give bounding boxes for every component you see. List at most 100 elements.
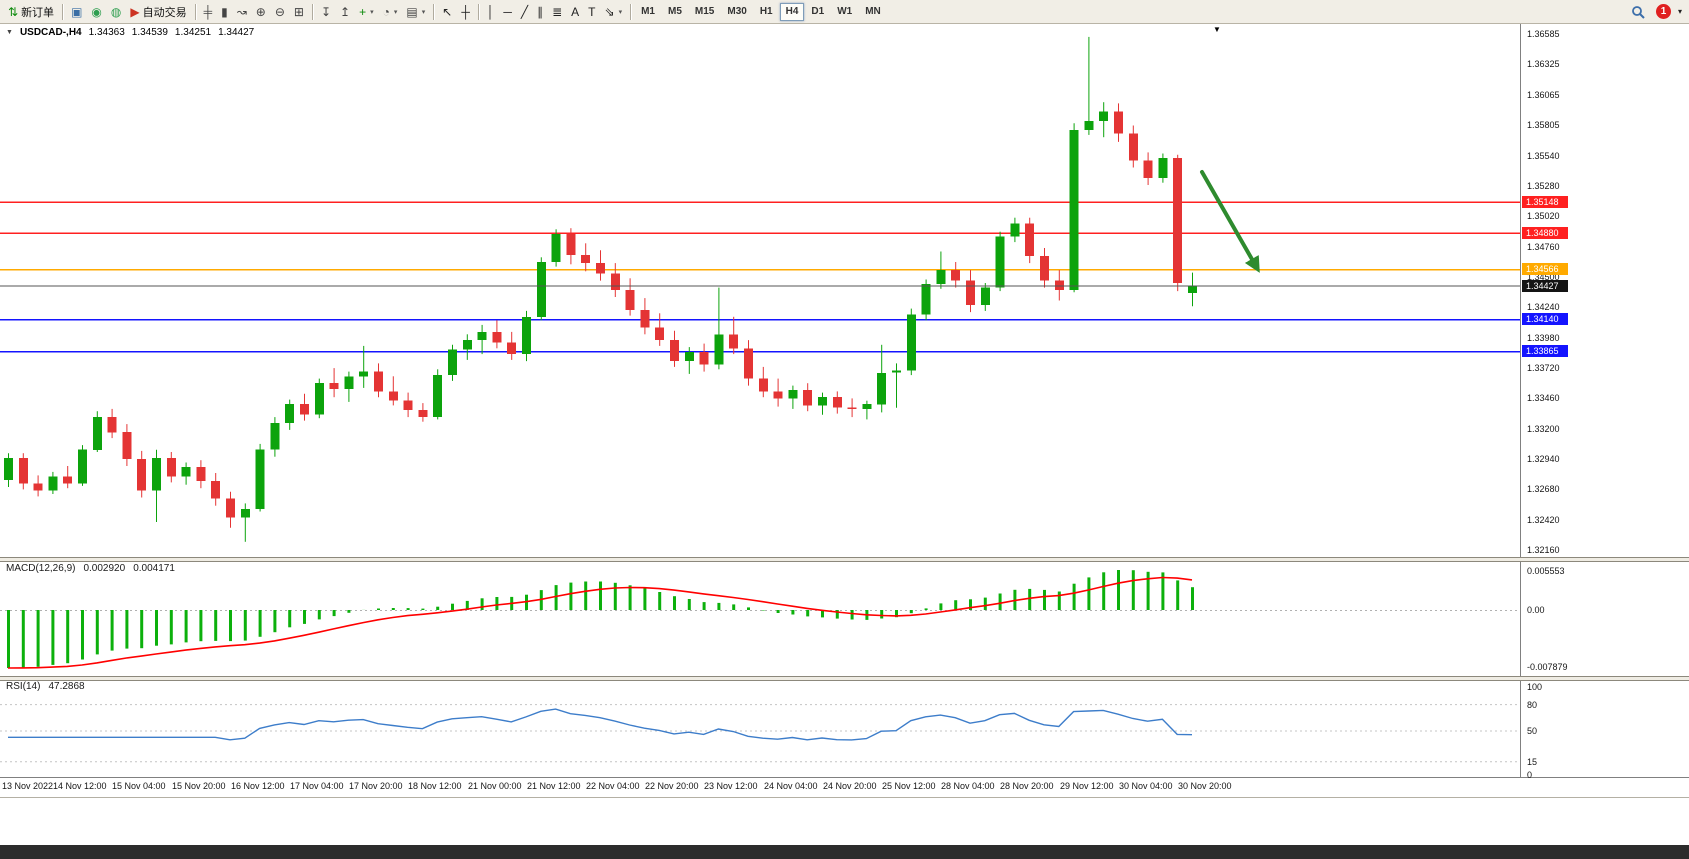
chevron-down-icon: ▾ xyxy=(421,8,426,16)
arrow-tools-icon: ⇘ xyxy=(604,4,615,19)
rsi-value: 47.2868 xyxy=(48,681,85,692)
new-order-icon: ⇅ xyxy=(8,4,19,19)
fibonacci-button[interactable]: ≣ xyxy=(548,2,566,22)
horizontal-line-button[interactable]: ─ xyxy=(499,2,516,22)
rsi-label: RSI(14) 47.2868 xyxy=(6,681,85,692)
taskbar xyxy=(0,845,1689,859)
macd-value: 0.002920 xyxy=(83,563,126,574)
time-axis-border xyxy=(0,777,1689,778)
tile-windows-icon: ⊞ xyxy=(293,4,304,19)
chevron-down-icon: ▾ xyxy=(618,8,623,16)
text-button[interactable]: A xyxy=(567,2,583,22)
timeframe-w1-button[interactable]: W1 xyxy=(831,3,858,21)
timeframe-d1-button[interactable]: D1 xyxy=(805,3,830,21)
channel-icon: ∥ xyxy=(537,4,544,19)
indicators-up-icon: ↥ xyxy=(340,4,351,19)
timeframe-m15-button[interactable]: M15 xyxy=(689,3,720,21)
cursor-icon: ↖ xyxy=(442,4,453,19)
panel-separator-macd[interactable] xyxy=(0,557,1689,562)
chevron-down-icon: ▾ xyxy=(393,8,398,16)
bar-chart-type-button[interactable]: ╪ xyxy=(200,2,217,22)
templates-button[interactable]: ▤ ▾ xyxy=(402,2,429,22)
auto-trading-button-label: 自动交易 xyxy=(142,6,187,19)
strategy-tester-button[interactable]: ◍ xyxy=(107,2,125,22)
timeframe-h4-button[interactable]: H4 xyxy=(779,2,805,21)
trendline-button[interactable]: ╱ xyxy=(517,2,532,22)
vertical-line-icon: │ xyxy=(486,4,495,19)
profiles-button[interactable]: ◉ xyxy=(87,2,105,22)
toolbar-separator xyxy=(630,3,632,20)
timeframe-m30-button[interactable]: M30 xyxy=(721,3,752,21)
chevron-down-icon: ▾ xyxy=(370,8,374,16)
new-chart-button[interactable]: ▣ xyxy=(67,2,86,22)
toolbar: ⇅ 新订单 ▣ ◉ ◍ ▶ 自动交易 ╪ ▮ ↝ ⊕ ⊖ ⊞ ↧ ↥ + ▾ ◔ ▾ ▤ ▾ ↖ ┼ │ ─ ╱ ∥ ≣ A T ⇘ ▾ M1… xyxy=(0,0,1689,24)
indicators-main-button[interactable]: ↥ xyxy=(336,2,354,22)
candlestick-chart-icon: ▮ xyxy=(221,4,228,19)
text-icon: A xyxy=(571,4,580,19)
auto-trading-icon: ▶ xyxy=(130,4,140,19)
cursor-button[interactable]: ↖ xyxy=(438,2,456,22)
timeframe-m5-button[interactable]: M5 xyxy=(662,3,688,21)
arrow-tools-button[interactable]: ⇘ ▾ xyxy=(601,2,627,22)
zoom-out-button[interactable]: ⊖ xyxy=(271,2,289,22)
zoom-in-icon: ⊕ xyxy=(255,4,266,19)
chart-low-value: 1.34251 xyxy=(174,27,212,38)
new-order-button[interactable]: ⇅ 新订单 xyxy=(4,2,58,22)
toolbar-separator xyxy=(433,3,435,20)
panel-separator-rsi[interactable] xyxy=(0,676,1689,681)
collapse-chart-icon[interactable]: ▼ xyxy=(6,29,13,36)
timeframe-m1-button[interactable]: M1 xyxy=(635,3,661,21)
rsi-name: RSI(14) xyxy=(6,681,41,692)
new-order-button-label: 新订单 xyxy=(21,6,55,19)
notification-badge[interactable]: 1 xyxy=(1655,4,1671,19)
add-indicator-icon: + xyxy=(359,4,367,19)
timeframe-toolbar: M1 M5 M15 M30 H1 H4 D1 W1 MN xyxy=(635,2,887,21)
window-bottom-border xyxy=(0,797,1689,798)
chart-shift-marker[interactable]: ▼ xyxy=(1213,25,1221,34)
vertical-line-button[interactable]: │ xyxy=(483,2,499,22)
text-label-icon: T xyxy=(588,4,596,19)
search-button[interactable] xyxy=(1627,2,1649,22)
crosshair-icon: ┼ xyxy=(461,4,470,19)
toolbar-buttons: ⇅ 新订单 ▣ ◉ ◍ ▶ 自动交易 ╪ ▮ ↝ ⊕ ⊖ ⊞ ↧ ↥ + ▾ ◔ ▾ ▤ ▾ ↖ ┼ │ ─ ╱ ∥ ≣ A T ⇘ ▾ xyxy=(4,2,634,22)
templates-icon: ▤ xyxy=(406,4,418,19)
profiles-icon: ◉ xyxy=(91,4,102,19)
channel-button[interactable]: ∥ xyxy=(533,2,547,22)
periods-button[interactable]: ◔ ▾ xyxy=(379,2,402,22)
indicators-down-icon: ↧ xyxy=(320,4,332,19)
trendline-icon: ╱ xyxy=(520,4,529,19)
chart-high-value: 1.34539 xyxy=(131,27,168,38)
macd-signal-value: 0.004171 xyxy=(133,563,175,574)
line-chart-icon: ↝ xyxy=(236,4,247,19)
macd-label: MACD(12,26,9) 0.002920 0.004171 xyxy=(6,563,175,574)
horizontal-line-icon: ─ xyxy=(503,4,512,19)
toolbar-right: 1 ▾ xyxy=(1627,2,1685,22)
add-indicator-button[interactable]: + ▾ xyxy=(355,2,378,22)
clock-icon: ◔ xyxy=(382,4,390,19)
toolbar-separator xyxy=(194,3,196,20)
timeframe-h1-button[interactable]: H1 xyxy=(754,3,779,21)
candlestick-type-button[interactable]: ▮ xyxy=(217,2,232,22)
zoom-in-button[interactable]: ⊕ xyxy=(252,2,270,22)
auto-trading-button[interactable]: ▶ 自动交易 xyxy=(126,2,190,22)
chart-symbol-period: USDCAD-,H4 xyxy=(19,27,82,38)
macd-name: MACD(12,26,9) xyxy=(6,563,76,574)
line-chart-type-button[interactable]: ↝ xyxy=(233,2,251,22)
toolbar-separator xyxy=(62,3,64,20)
toolbar-separator xyxy=(477,3,479,20)
chart-canvas[interactable] xyxy=(0,24,1689,797)
bar-chart-icon: ╪ xyxy=(203,4,213,19)
zoom-out-icon: ⊖ xyxy=(274,4,285,19)
toolbar-overflow-icon[interactable]: ▾ xyxy=(1677,7,1682,16)
fibonacci-icon: ≣ xyxy=(552,4,563,19)
search-icon xyxy=(1632,5,1645,19)
label-button[interactable]: T xyxy=(584,2,599,22)
tile-windows-button[interactable]: ⊞ xyxy=(290,2,308,22)
chart-title: ▼ USDCAD-,H4 1.34363 1.34539 1.34251 1.3… xyxy=(6,27,254,38)
chart-open-value: 1.34363 xyxy=(88,27,125,38)
indicators-window-button[interactable]: ↧ xyxy=(317,2,335,22)
strategy-tester-icon: ◍ xyxy=(110,4,122,19)
timeframe-mn-button[interactable]: MN xyxy=(859,3,887,21)
crosshair-button[interactable]: ┼ xyxy=(457,2,474,22)
